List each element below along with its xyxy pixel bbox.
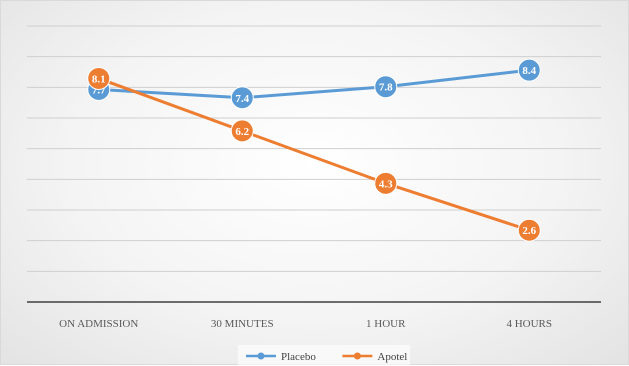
legend-marker-placebo: [257, 352, 265, 360]
x-tick-label: 1 HOUR: [366, 318, 406, 330]
x-tick-labels: ON ADMISSION 30 MINUTES 1 HOUR 4 HOURS: [59, 318, 552, 330]
data-point: [517, 218, 541, 242]
gridlines: [27, 25, 601, 272]
x-tick-label: ON ADMISSION: [59, 318, 138, 330]
data-label: 7.8: [379, 82, 393, 94]
legend-box: [238, 345, 410, 365]
data-point: [87, 66, 111, 90]
data-label: 2.6: [522, 225, 536, 237]
data-label: 6.2: [235, 126, 249, 138]
data-point: [230, 86, 254, 110]
legend-label-placebo: Placebo: [281, 351, 316, 363]
legend-marker-apotel: [353, 352, 361, 360]
series-layer: 7.77.47.88.48.16.24.32.6: [87, 58, 541, 242]
legend: Placebo Apotel: [238, 345, 410, 365]
legend-label-apotel: Apotel: [377, 351, 407, 363]
series-line-placebo: [97, 68, 531, 100]
data-point: [517, 58, 541, 82]
data-label: 7.4: [235, 93, 249, 105]
data-point: [374, 75, 398, 99]
data-label: 8.1: [92, 73, 106, 85]
data-point: [374, 171, 398, 195]
data-point: [230, 119, 254, 143]
data-label: 4.3: [379, 178, 393, 190]
x-tick-label: 4 HOURS: [506, 318, 552, 330]
data-label: 8.4: [522, 65, 536, 77]
series-line-apotel: [97, 76, 531, 232]
x-tick-label: 30 MINUTES: [211, 318, 274, 330]
